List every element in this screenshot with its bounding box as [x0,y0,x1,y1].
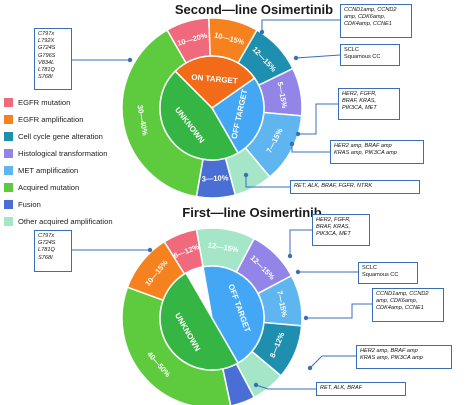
legend-swatch [4,98,13,107]
connector-dot [303,315,309,321]
legend-swatch [4,166,13,175]
legend-item: Acquired mutation [4,183,164,200]
legend-item: Fusion [4,200,164,217]
annotation-second-cell-cycle: CCND1amp, CCND2 amp, CDK6amp, CDK4amp, C… [340,4,412,38]
annotation-first-cell-cycle: CCND1amp, CCND2 amp, CDK6amp, CDK4amp, C… [372,288,444,322]
inner-slice [159,271,240,371]
legend: EGFR mutation EGFR amplification Cell cy… [4,98,164,234]
connector-line [309,355,356,369]
connector-line [261,19,340,32]
connector-dot [289,141,295,147]
annotation-first-sclc: SCLC Squamous CC [358,262,418,284]
annotation-second-egfr-mutations: C797x L792X G724S G796S V834L L781Q S768… [34,28,72,90]
connector-dot [293,55,299,61]
connector-dot [295,131,301,137]
connector-dot [295,269,301,275]
annotation-first-amp: HER2, FGFR, BRAF, KRAS, PIK3CA, MET [312,214,370,246]
connector-line [255,384,316,390]
legend-swatch [4,115,13,124]
outer-slice-label: 3—10% [202,173,229,183]
legend-label: Acquired mutation [18,183,80,192]
connector-dot [147,247,153,253]
connector-line [245,175,290,188]
connector-line [289,229,312,256]
annotation-second-mutation: HER2 amp, BRAF amp KRAS amp, PIK3CA amp [330,140,424,164]
inner-slice-label: ON TARGET [191,73,238,86]
legend-label: EGFR mutation [18,98,71,107]
connector-dot [253,382,259,388]
legend-item: Cell cycle gene alteration [4,132,164,149]
annotation-second-amp: HER2, FGFR, BRAF, KRAS, PIK3CA, MET [338,88,400,120]
inner-slice [159,70,240,161]
connector-dot [259,29,265,35]
legend-item: Histological transformation [4,149,164,166]
legend-item: EGFR amplification [4,115,164,132]
connector-dot [243,172,249,178]
legend-swatch [4,183,13,192]
chart-title-second-line: Second—line Osimertinib [174,2,334,17]
legend-item: MET amplification [4,166,164,183]
annotation-first-fusion: RET, ALK, BRAF [316,382,406,396]
legend-swatch [4,132,13,141]
legend-swatch [4,200,13,209]
connector-line [306,303,372,319]
connector-line [291,144,330,153]
legend-label: Histological transformation [18,149,108,158]
legend-item: EGFR mutation [4,98,164,115]
legend-label: Other acquired amplification [18,217,113,226]
legend-label: Cell cycle gene alteration [18,132,103,141]
annotation-first-mutation: HER2 amp, BRAF amp KRAS amp, PIK3CA amp [356,345,452,369]
connector-line [295,54,341,59]
annotation-second-fusion: RET, ALK, BRAF, FGFR, NTRK [290,180,420,194]
connector-dot [127,57,133,63]
annotation-second-sclc: SCLC Squamous CC [340,44,400,66]
connector-dot [307,365,313,371]
legend-item: Other acquired amplification [4,217,164,234]
legend-label: MET amplification [18,166,79,175]
legend-label: Fusion [18,200,41,209]
connector-line [298,103,338,135]
connector-dot [287,253,293,259]
legend-swatch [4,149,13,158]
legend-swatch [4,217,13,226]
chart-title-first-line: First—line Osimertinib [182,205,322,220]
annotation-first-egfr-mutations: C797x G724S L781Q S768I [34,230,72,272]
legend-label: EGFR amplification [18,115,84,124]
